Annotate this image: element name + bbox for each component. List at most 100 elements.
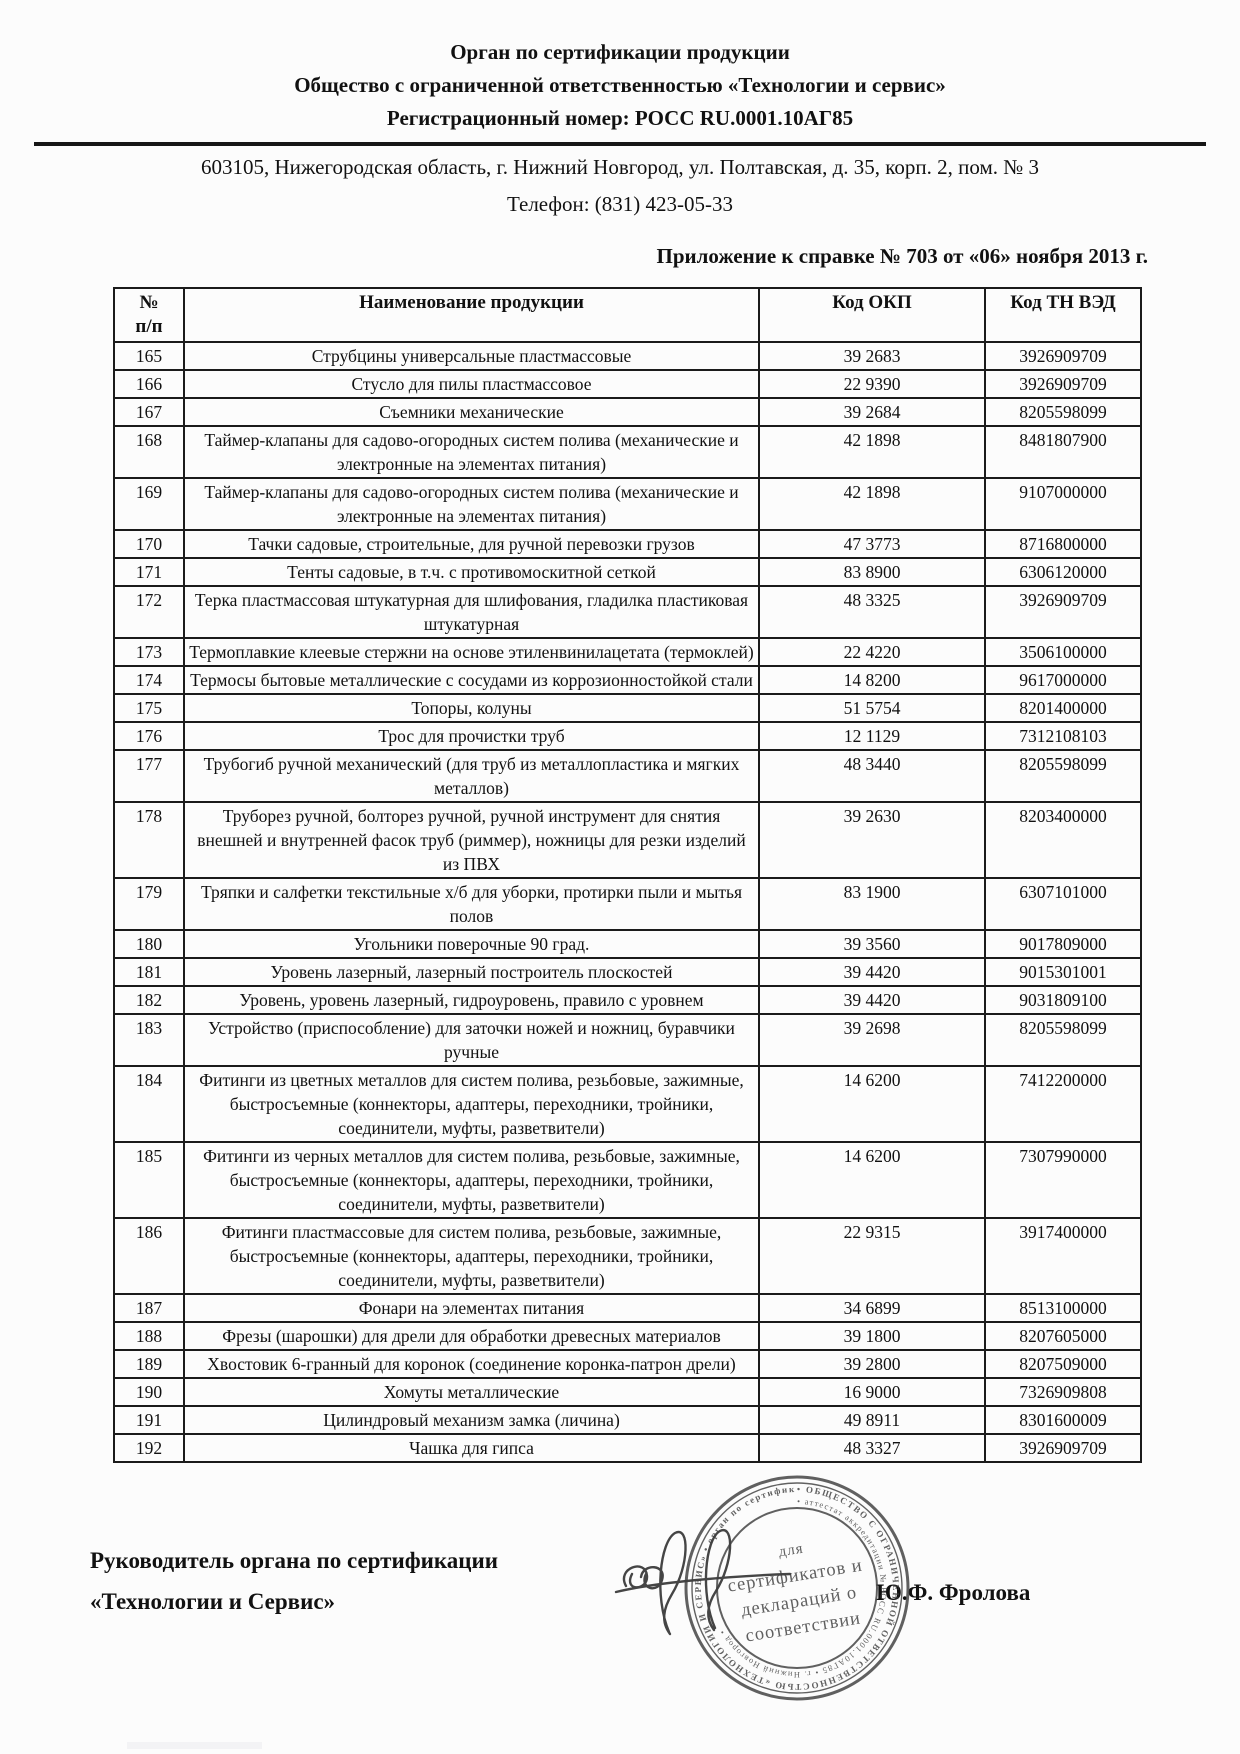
product-name-cell: Терка пластмассовая штукатурная для шлиф… xyxy=(183,585,760,639)
okp-code-cell: 42 1898 xyxy=(758,425,986,479)
table-row: 172 Терка пластмассовая штукатурная для ш… xyxy=(113,585,1142,639)
company-name: Общество с ограниченной ответственностью… xyxy=(294,73,946,97)
row-number-cell: 185 xyxy=(113,1141,185,1219)
okp-code-cell: 22 9390 xyxy=(758,369,986,399)
table-header-row: № п/п Наименование продукции Код ОКП Код… xyxy=(113,287,1142,343)
tnved-code-cell: 7312108103 xyxy=(984,721,1142,751)
table-row: 165 Струбцины универсальные пластмассовые… xyxy=(113,341,1142,371)
tnved-code-cell: 8207605000 xyxy=(984,1321,1142,1351)
table-row: 170 Тачки садовые, строительные, для ручн… xyxy=(113,529,1142,559)
product-name-cell: Стусло для пилы пластмассовое xyxy=(183,369,760,399)
product-name-cell: Устройство (приспособление) для заточки … xyxy=(183,1013,760,1067)
product-table: № п/п Наименование продукции Код ОКП Код… xyxy=(113,287,1142,1463)
product-name-cell: Трос для прочистки труб xyxy=(183,721,760,751)
okp-code-cell: 48 3440 xyxy=(758,749,986,803)
row-number-cell: 177 xyxy=(113,749,185,803)
tnved-code-cell: 6306120000 xyxy=(984,557,1142,587)
tnved-code-cell: 7307990000 xyxy=(984,1141,1142,1219)
table-row: 167 Съемники механические 39 2684 820559809… xyxy=(113,397,1142,427)
okp-code-cell: 51 5754 xyxy=(758,693,986,723)
table-row: 182 Уровень, уровень лазерный, гидроурове… xyxy=(113,985,1142,1015)
column-header-tnved-code: Код ТН ВЭД xyxy=(984,287,1142,343)
table-row: 186 Фитинги пластмассовые для систем поли… xyxy=(113,1217,1142,1295)
row-number-cell: 167 xyxy=(113,397,185,427)
table-row: 171 Тенты садовые, в т.ч. с противомоскит… xyxy=(113,557,1142,587)
tnved-code-cell: 3926909709 xyxy=(984,585,1142,639)
row-number-cell: 183 xyxy=(113,1013,185,1067)
okp-code-cell: 14 6200 xyxy=(758,1065,986,1143)
table-row: 191 Цилиндровый механизм замка (личина) 49… xyxy=(113,1405,1142,1435)
table-row: 173 Термоплавкие клеевые стержни на основ… xyxy=(113,637,1142,667)
table-row: 175 Топоры, колуны 51 5754 8201400000 xyxy=(113,693,1142,723)
okp-code-cell: 39 4420 xyxy=(758,985,986,1015)
row-number-cell: 173 xyxy=(113,637,185,667)
tnved-code-cell: 9015301001 xyxy=(984,957,1142,987)
okp-code-cell: 14 8200 xyxy=(758,665,986,695)
okp-code-cell: 39 2683 xyxy=(758,341,986,371)
table-row: 178 Труборез ручной, болторез ручной, руч… xyxy=(113,801,1142,879)
okp-code-cell: 16 9000 xyxy=(758,1377,986,1407)
tnved-code-cell: 3926909709 xyxy=(984,369,1142,399)
table-row: 184 Фитинги из цветных металлов для систе… xyxy=(113,1065,1142,1143)
row-number-cell: 187 xyxy=(113,1293,185,1323)
okp-code-cell: 49 8911 xyxy=(758,1405,986,1435)
tnved-code-cell: 6307101000 xyxy=(984,877,1142,931)
header-divider xyxy=(34,142,1206,146)
okp-code-cell: 22 4220 xyxy=(758,637,986,667)
product-name-cell: Труборез ручной, болторез ручной, ручной… xyxy=(183,801,760,879)
tnved-code-cell: 8201400000 xyxy=(984,693,1142,723)
okp-code-cell: 39 3560 xyxy=(758,929,986,959)
org-phone: Телефон: (831) 423-05-33 xyxy=(506,192,734,216)
product-name-cell: Хомуты металлические xyxy=(183,1377,760,1407)
product-name-cell: Топоры, колуны xyxy=(183,693,760,723)
signatory-role-line1: Руководитель органа по сертификации xyxy=(90,1548,499,1573)
table-row: 168 Таймер-клапаны для садово-огородных с… xyxy=(113,425,1142,479)
okp-code-cell: 39 1800 xyxy=(758,1321,986,1351)
product-name-cell: Уровень лазерный, лазерный построитель п… xyxy=(183,957,760,987)
okp-code-cell: 12 1129 xyxy=(758,721,986,751)
product-name-cell: Съемники механические xyxy=(183,397,760,427)
stamp-center-line1: для xyxy=(777,1541,804,1561)
product-name-cell: Цилиндровый механизм замка (личина) xyxy=(183,1405,760,1435)
row-number-cell: 168 xyxy=(113,425,185,479)
tnved-code-cell: 8207509000 xyxy=(984,1349,1142,1379)
okp-code-cell: 22 9315 xyxy=(758,1217,986,1295)
product-name-cell: Фрезы (шарошки) для дрели для обработки … xyxy=(183,1321,760,1351)
okp-code-cell: 39 2630 xyxy=(758,801,986,879)
product-name-cell: Трубогиб ручной механический (для труб и… xyxy=(183,749,760,803)
tnved-code-cell: 8513100000 xyxy=(984,1293,1142,1323)
okp-code-cell: 83 8900 xyxy=(758,557,986,587)
org-address: 603105, Нижегородская область, г. Нижний… xyxy=(200,155,1040,179)
certification-stamp: • ОБЩЕСТВО С ОГРАНИЧЕННОЙ ОТВЕТСТВЕННОСТ… xyxy=(652,1440,945,1754)
okp-code-cell: 47 3773 xyxy=(758,529,986,559)
okp-code-cell: 39 4420 xyxy=(758,957,986,987)
product-name-cell: Чашка для гипса xyxy=(183,1433,760,1463)
product-name-cell: Фитинги из цветных металлов для систем п… xyxy=(183,1065,760,1143)
product-name-cell: Хвостовик 6-гранный для коронок (соедине… xyxy=(183,1349,760,1379)
table-row: 180 Угольники поверочные 90 град. 39 3560 9… xyxy=(113,929,1142,959)
tnved-code-cell: 7412200000 xyxy=(984,1065,1142,1143)
row-number-cell: 186 xyxy=(113,1217,185,1295)
product-name-cell: Термоплавкие клеевые стержни на основе э… xyxy=(183,637,760,667)
okp-code-cell: 39 2698 xyxy=(758,1013,986,1067)
product-name-cell: Угольники поверочные 90 град. xyxy=(183,929,760,959)
row-number-cell: 178 xyxy=(113,801,185,879)
tnved-code-cell: 3926909709 xyxy=(984,1433,1142,1463)
row-number-cell: 179 xyxy=(113,877,185,931)
tnved-code-cell: 9017809000 xyxy=(984,929,1142,959)
okp-code-cell: 39 2684 xyxy=(758,397,986,427)
product-name-cell: Струбцины универсальные пластмассовые xyxy=(183,341,760,371)
row-number-cell: 182 xyxy=(113,985,185,1015)
product-name-cell: Таймер-клапаны для садово-огородных сист… xyxy=(183,425,760,479)
signatory-role-line2: «Технологии и Сервис» xyxy=(90,1589,336,1614)
tnved-code-cell: 9617000000 xyxy=(984,665,1142,695)
tnved-code-cell: 8301600009 xyxy=(984,1405,1142,1435)
row-number-cell: 176 xyxy=(113,721,185,751)
table-row: 190 Хомуты металлические 16 9000 7326909808 xyxy=(113,1377,1142,1407)
product-table-body: 165 Струбцины универсальные пластмассовые… xyxy=(113,341,1142,1463)
document-header: Орган по сертификации продукции Общество… xyxy=(0,0,1240,135)
tnved-code-cell: 8205598099 xyxy=(984,397,1142,427)
row-number-cell: 171 xyxy=(113,557,185,587)
okp-code-cell: 14 6200 xyxy=(758,1141,986,1219)
table-row: 189 Хвостовик 6-гранный для коронок (соед… xyxy=(113,1349,1142,1379)
